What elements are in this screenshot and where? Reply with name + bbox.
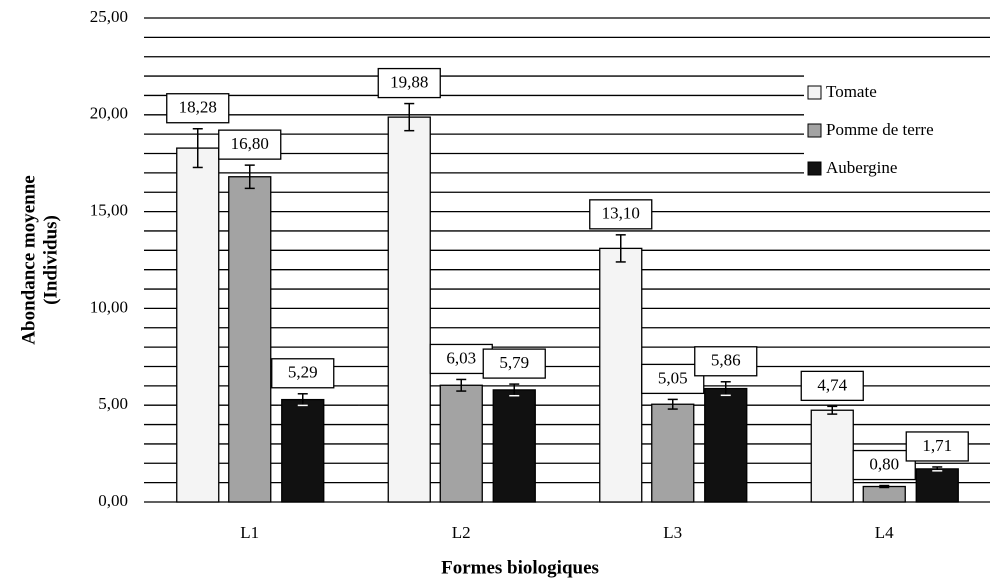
value-label: 16,80	[231, 134, 269, 153]
y-axis-title-line: Abondance moyenne	[18, 175, 39, 344]
error-bar	[827, 405, 838, 415]
y-axis-title-line: (Individus)	[40, 215, 61, 305]
value-label-box	[589, 199, 653, 230]
value-label: 5,29	[288, 363, 318, 382]
error-bar	[667, 398, 678, 410]
value-label-box	[377, 67, 441, 99]
x-axis-title: Formes biologiques	[441, 557, 599, 578]
value-label: 5,86	[711, 351, 741, 370]
error-bar	[297, 393, 308, 407]
y-axis-title: Abondance moyenne (Individus)	[18, 175, 61, 344]
x-tick-label: L3	[663, 523, 682, 542]
value-label-box	[166, 93, 230, 124]
x-tick-label: L1	[240, 523, 259, 542]
value-label: 19,88	[390, 72, 428, 91]
value-label-box	[694, 346, 758, 377]
error-bar	[615, 234, 626, 263]
legend-label: Tomate	[826, 82, 877, 101]
bar	[862, 485, 906, 503]
legend-label: Aubergine	[826, 158, 897, 177]
value-label: 1,71	[922, 436, 952, 455]
bar	[599, 247, 643, 503]
value-label-box	[905, 431, 969, 462]
legend-box	[804, 72, 990, 190]
value-label: 0,80	[869, 454, 899, 473]
bar	[651, 403, 695, 503]
value-label-box	[641, 363, 705, 395]
value-label-box	[482, 348, 546, 379]
error-bar	[404, 102, 415, 132]
error-bar	[509, 383, 520, 397]
error-bar	[932, 466, 943, 472]
y-tick-label: 25,00	[90, 7, 128, 26]
value-label: 5,05	[658, 368, 688, 387]
value-label-box	[271, 358, 335, 389]
error-bar	[244, 164, 255, 190]
legend-label: Pomme de terre	[826, 120, 934, 139]
value-label: 4,74	[817, 375, 847, 394]
legend-swatch	[807, 123, 822, 138]
value-label-box	[800, 370, 864, 402]
error-bar	[192, 127, 203, 169]
value-label: 6,03	[446, 348, 476, 367]
error-bar	[720, 381, 731, 397]
legend-swatch	[807, 161, 822, 176]
y-tick-label: 20,00	[90, 104, 128, 123]
value-label: 13,10	[602, 204, 640, 223]
value-label: 5,79	[499, 353, 529, 372]
x-tick-label: L4	[875, 523, 894, 542]
error-bar	[456, 378, 467, 392]
bar	[704, 387, 748, 503]
bar	[228, 176, 272, 503]
bar	[387, 116, 431, 503]
bar	[915, 468, 959, 503]
y-tick-label: 0,00	[98, 491, 128, 510]
bar	[492, 389, 536, 503]
y-tick-label: 15,00	[90, 201, 128, 220]
error-bar	[879, 484, 890, 489]
legend-swatch	[807, 85, 822, 100]
value-label-box	[218, 129, 282, 160]
y-tick-label: 10,00	[90, 297, 128, 316]
value-label-box	[429, 343, 493, 375]
y-tick-label: 5,00	[98, 394, 128, 413]
value-label-box	[852, 449, 916, 481]
bar	[810, 409, 854, 503]
x-tick-label: L2	[452, 523, 471, 542]
bar	[281, 398, 325, 503]
bar	[439, 384, 483, 503]
bar	[176, 147, 220, 503]
value-label: 18,28	[179, 98, 217, 117]
